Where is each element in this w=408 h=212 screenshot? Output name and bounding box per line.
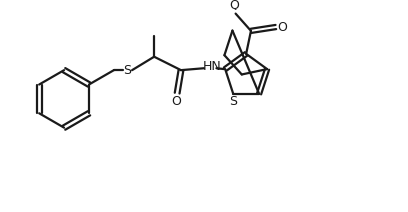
Text: S: S (229, 95, 237, 108)
Text: O: O (277, 21, 288, 33)
Text: S: S (123, 64, 131, 77)
Text: O: O (230, 0, 239, 13)
Text: HN: HN (202, 60, 221, 73)
Text: O: O (171, 95, 181, 108)
